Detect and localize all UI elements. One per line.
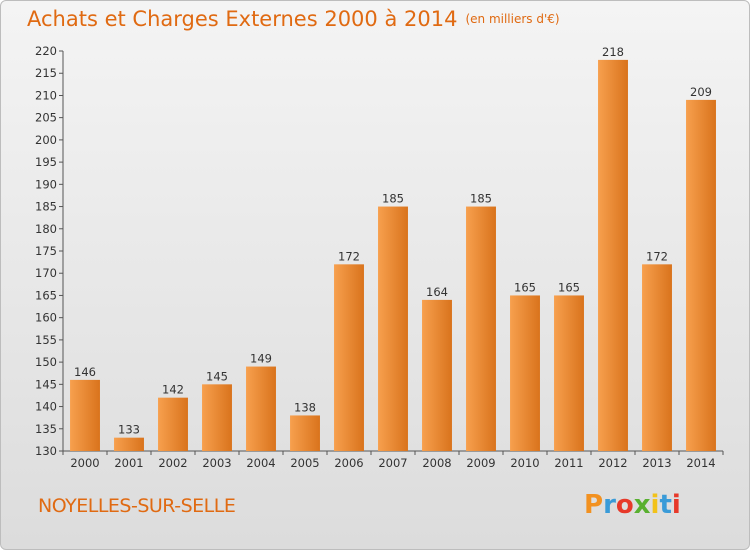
y-tick-label: 165 xyxy=(35,288,57,302)
logo-letter: o xyxy=(615,490,634,520)
chart-title-text: Achats et Charges Externes 2000 à 2014 xyxy=(27,7,458,31)
y-tick-label: 160 xyxy=(35,311,57,325)
bar-2001 xyxy=(114,437,144,451)
bar-2008 xyxy=(422,299,452,451)
data-label-2000: 146 xyxy=(74,365,96,379)
x-tick-label-2010: 2010 xyxy=(510,456,539,470)
y-tick-label: 215 xyxy=(35,66,57,80)
bar-2013 xyxy=(642,264,672,451)
x-tick-label-2001: 2001 xyxy=(114,456,143,470)
bar-2000 xyxy=(70,379,100,451)
x-tick-label-2004: 2004 xyxy=(246,456,275,470)
x-tick-label-2008: 2008 xyxy=(422,456,451,470)
proxiti-logo: Proxiti xyxy=(584,490,681,520)
data-label-2006: 172 xyxy=(338,249,360,263)
data-labels: 146 133 142 145 149 138 172 185 164 185 165 165 218 1… xyxy=(74,45,712,437)
y-tick-label: 180 xyxy=(35,222,57,236)
commune-name: NOYELLES-SUR-SELLE xyxy=(38,495,236,517)
data-label-2007: 185 xyxy=(382,192,404,206)
y-tick-label: 135 xyxy=(35,422,57,436)
bar-2002 xyxy=(158,397,188,451)
bar-2011 xyxy=(554,295,584,451)
bar-2007 xyxy=(378,206,408,451)
data-label-2011: 165 xyxy=(558,280,580,294)
y-tick-label: 150 xyxy=(35,355,57,369)
y-tick-label: 185 xyxy=(35,200,57,214)
axes: 130 135 140 145 150 155 160 165 170 175 180 185 190 1… xyxy=(35,44,724,470)
y-tick-label: 205 xyxy=(35,111,57,125)
data-label-2004: 149 xyxy=(250,352,272,366)
bar-2004 xyxy=(246,366,276,451)
x-tick-label-2007: 2007 xyxy=(378,456,407,470)
y-tick-label: 145 xyxy=(35,377,57,391)
x-tick-label-2002: 2002 xyxy=(158,456,187,470)
y-tick-label: 170 xyxy=(35,266,57,280)
x-tick-label-2014: 2014 xyxy=(686,456,715,470)
logo-letter: i xyxy=(650,490,660,520)
logo-letter: x xyxy=(633,490,651,520)
logo-letter: i xyxy=(671,490,681,520)
bars xyxy=(70,59,716,452)
x-tick-label-2000: 2000 xyxy=(70,456,99,470)
x-tick-label-2012: 2012 xyxy=(598,456,627,470)
data-label-2010: 165 xyxy=(514,280,536,294)
chart-title: Achats et Charges Externes 2000 à 2014 (e… xyxy=(27,7,560,31)
chart-unit: (en milliers d'€) xyxy=(465,12,560,26)
data-label-2001: 133 xyxy=(118,423,140,437)
data-label-2003: 145 xyxy=(206,369,228,383)
y-tick-label: 140 xyxy=(35,400,57,414)
y-tick-label: 175 xyxy=(35,244,57,258)
logo-letter: r xyxy=(603,490,616,520)
bar-2006 xyxy=(334,264,364,451)
data-label-2012: 218 xyxy=(602,45,624,59)
data-label-2008: 164 xyxy=(426,285,448,299)
data-label-2002: 142 xyxy=(162,383,184,397)
data-label-2014: 209 xyxy=(690,85,712,99)
logo-letter: P xyxy=(584,490,604,520)
data-label-2009: 185 xyxy=(470,192,492,206)
x-tick-label-2003: 2003 xyxy=(202,456,231,470)
bar-2014 xyxy=(686,99,716,451)
data-label-2005: 138 xyxy=(294,400,316,414)
x-tick-label-2013: 2013 xyxy=(642,456,671,470)
y-tick-label: 130 xyxy=(35,444,57,458)
y-tick-label: 195 xyxy=(35,155,57,169)
y-tick-label: 190 xyxy=(35,177,57,191)
x-tick-label-2006: 2006 xyxy=(334,456,363,470)
bar-2009 xyxy=(466,206,496,451)
bar-2012 xyxy=(598,59,628,452)
x-tick-label-2009: 2009 xyxy=(466,456,495,470)
y-tick-label: 155 xyxy=(35,333,57,347)
y-tick-label: 210 xyxy=(35,88,57,102)
logo-letter: t xyxy=(659,490,672,520)
x-tick-label-2011: 2011 xyxy=(554,456,583,470)
y-tick-label: 200 xyxy=(35,133,57,147)
bar-2010 xyxy=(510,295,540,451)
data-label-2013: 172 xyxy=(646,249,668,263)
x-tick-label-2005: 2005 xyxy=(290,456,319,470)
bar-2005 xyxy=(290,415,320,451)
bar-2003 xyxy=(202,384,232,451)
y-tick-label: 220 xyxy=(35,44,57,58)
